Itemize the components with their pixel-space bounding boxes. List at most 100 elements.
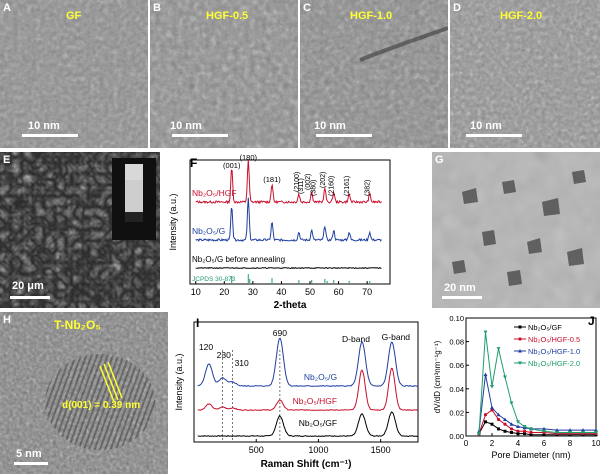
series-label: Nb₂O₅/G xyxy=(192,226,225,236)
x-tick-label: 500 xyxy=(249,445,264,455)
panel-title: T-Nb₂O₅ xyxy=(54,318,101,332)
data-point xyxy=(542,433,546,437)
scale-bar xyxy=(466,134,522,137)
tem-texture xyxy=(0,0,148,148)
series-line xyxy=(195,197,382,243)
series-line xyxy=(195,159,382,205)
data-point xyxy=(516,429,520,433)
panel-letter: G xyxy=(435,154,444,166)
legend-label: Nb₂O₅/HGF-2.0 xyxy=(528,359,580,368)
scale-text: 10 nm xyxy=(28,120,60,132)
hkl-annotation: (2100) xyxy=(294,172,301,192)
data-point xyxy=(509,401,514,405)
series-line xyxy=(478,332,596,434)
data-point xyxy=(568,430,572,435)
panel-title: HGF-2.0 xyxy=(500,10,543,22)
scale-text: 10 nm xyxy=(314,120,346,132)
panel-b: B HGF-0.5 10 nm xyxy=(150,0,298,148)
hkl-annotation: (2160) xyxy=(329,176,336,196)
peak-label: 230 xyxy=(217,350,231,360)
y-tick-label: 0.10 xyxy=(449,314,464,323)
data-point xyxy=(522,429,527,433)
data-point xyxy=(555,430,559,435)
panel-letter: I xyxy=(196,316,200,330)
series-label: Nb₂O₅/G before annealing xyxy=(192,255,285,264)
scale-bar xyxy=(442,296,482,299)
panel-letter: D xyxy=(453,2,461,14)
y-axis-label: dV/dD (cm³nm⁻¹g⁻¹) xyxy=(433,340,442,413)
x-axis-label: 2-theta xyxy=(274,300,307,310)
x-tick-label: 40 xyxy=(276,287,286,297)
panel-e: E 20 μm xyxy=(0,152,160,308)
y-tick-label: 0.06 xyxy=(449,361,464,370)
panel-letter: B xyxy=(153,2,161,14)
x-tick-label: 70 xyxy=(362,287,372,297)
data-point xyxy=(529,427,533,431)
d-spacing-annotation: d(001) = 0.39 nm xyxy=(62,400,141,411)
hkl-annotation: (002) xyxy=(305,174,312,190)
hkl-annotation: (311) xyxy=(298,178,305,194)
data-point xyxy=(529,433,533,437)
plot-frame xyxy=(193,321,419,443)
scale-text: 20 nm xyxy=(444,282,476,294)
hrtem-texture xyxy=(0,312,168,474)
legend-marker xyxy=(518,325,522,329)
peak-label: 310 xyxy=(235,358,249,368)
y-axis-label: Intensity (a.u.) xyxy=(174,353,184,410)
x-tick-label: 60 xyxy=(334,287,344,297)
x-tick-label: 1000 xyxy=(308,445,328,455)
panel-title: GF xyxy=(66,10,82,22)
peak-label: 690 xyxy=(273,328,287,338)
data-point xyxy=(497,427,500,431)
legend-label: Nb₂O₅/HGF-1.0 xyxy=(528,347,580,356)
data-point xyxy=(581,430,585,435)
data-point xyxy=(483,372,488,377)
hkl-annotation: (380) xyxy=(311,180,318,196)
data-point xyxy=(516,432,520,436)
legend-marker xyxy=(518,361,522,365)
hkl-annotation: (382) xyxy=(365,180,372,196)
panel-title: HGF-0.5 xyxy=(206,10,249,22)
series-label: Nb₂O₅/G xyxy=(304,372,337,382)
data-point xyxy=(496,347,501,351)
hkl-annotation: (181) xyxy=(263,175,281,184)
data-point xyxy=(503,422,507,426)
hkl-annotation: (2161) xyxy=(344,176,351,196)
data-point xyxy=(516,424,520,429)
tem-texture xyxy=(432,152,600,308)
data-point xyxy=(496,417,501,422)
series-line xyxy=(197,337,418,387)
panel-c: C HGF-1.0 10 nm xyxy=(300,0,448,148)
data-point xyxy=(516,420,520,424)
data-point xyxy=(542,429,546,434)
data-point xyxy=(555,428,559,432)
series-line xyxy=(478,409,596,435)
data-point xyxy=(581,428,585,432)
data-point xyxy=(490,422,494,426)
x-tick-label: 0 xyxy=(464,439,469,448)
data-point xyxy=(484,420,487,424)
panel-d: D HGF-2.0 10 nm xyxy=(450,0,600,148)
scale-text: 10 nm xyxy=(470,120,502,132)
scale-text: 5 nm xyxy=(16,448,42,460)
data-point xyxy=(490,384,494,389)
scale-bar xyxy=(10,296,50,299)
legend-marker xyxy=(518,349,522,353)
data-point xyxy=(568,428,572,432)
scale-bar xyxy=(172,134,228,137)
scale-bar xyxy=(14,462,48,465)
x-tick-label: 10 xyxy=(191,287,201,297)
series-label: JCPDS 30-873 xyxy=(192,276,236,283)
series-line xyxy=(197,367,418,411)
panel-letter: A xyxy=(3,2,11,14)
data-point xyxy=(542,426,546,431)
x-tick-label: 4 xyxy=(516,439,521,448)
pore-size-plot: 0 2 4 6 8 10 0.00 0.02 0.04 0.06 0.08 0.10 Pore Diam… xyxy=(433,314,600,460)
panel-letter: H xyxy=(3,314,11,326)
panel-title: HGF-1.0 xyxy=(350,10,393,22)
panel-f-xrd-chart: 10 20 30 40 50 60 70 2-theta Intensity (a.u.) (00… xyxy=(164,152,428,310)
panel-j-pore-chart: 0 2 4 6 8 10 0.00 0.02 0.04 0.06 0.08 0.10 Pore Diam… xyxy=(432,312,600,474)
panel-h: H T-Nb₂O₅ d(001) = 0.39 nm 5 nm xyxy=(0,312,168,474)
peak-label: G-band xyxy=(382,332,411,342)
x-axis-label: Raman Shift (cm⁻¹) xyxy=(261,459,352,470)
